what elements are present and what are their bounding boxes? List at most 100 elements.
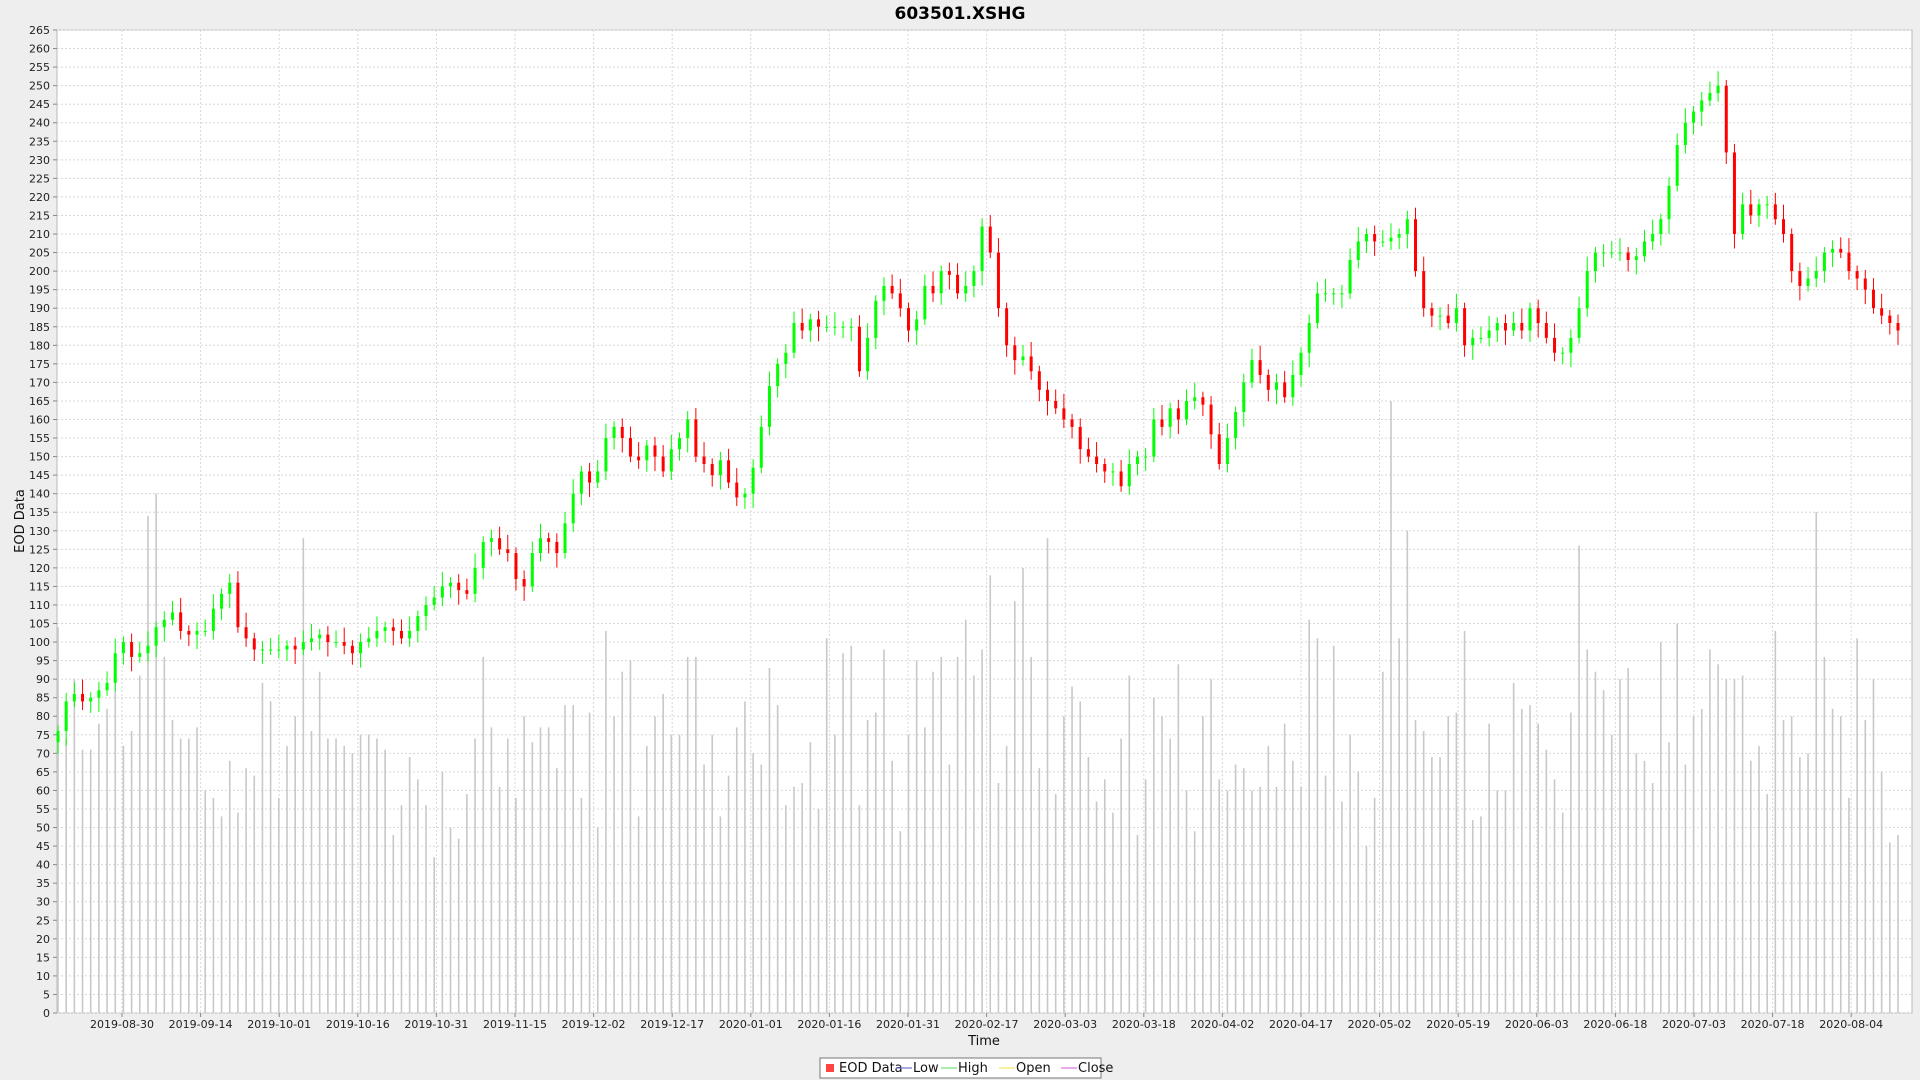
candle-body [489,538,493,542]
volume-bar [1226,790,1229,1013]
candle-body [1127,464,1131,487]
volume-bar [1537,723,1539,1013]
x-tick-label: 2020-01-16 [797,1018,861,1031]
volume-bar [1627,668,1629,1013]
candle-body [473,567,477,594]
candle-body [1602,252,1606,254]
candle-body [1667,185,1671,220]
volume-bar [73,679,76,1013]
volume-bar [891,760,893,1013]
candle-body [620,426,624,439]
volume-bar [204,790,206,1013]
volume-bar [122,745,125,1013]
candle-body [645,445,649,461]
candle-body [1389,237,1393,242]
candle-body [203,630,207,632]
candle-body [1291,374,1295,398]
volume-bar [1332,645,1335,1013]
candle-body [1274,382,1278,390]
volume-bar [1030,656,1032,1013]
volume-bar [1341,801,1343,1013]
volume-bar [637,816,640,1013]
candle-body [1111,471,1115,473]
y-tick-label: 225 [29,172,50,185]
candle-body [1209,404,1213,435]
volume-bar [433,857,435,1013]
volume-bar [1488,723,1490,1013]
volume-bar [547,727,550,1013]
candle-body [661,456,665,472]
volume-bar [1561,812,1564,1013]
candle-body [1585,271,1589,309]
y-tick-label: 65 [36,766,50,779]
candle-body [424,604,428,617]
candle-body [1086,449,1090,457]
volume-bar [1496,790,1499,1013]
candle-body [1798,271,1802,286]
volume-bar [1390,400,1392,1014]
candle-body [269,649,273,651]
volume-bar [1136,834,1139,1013]
candle-body [1528,308,1532,331]
volume-bar [466,794,468,1013]
candle-body [588,471,592,483]
volume-bar [654,716,656,1013]
candle-body [817,319,821,327]
volume-bar [220,816,223,1013]
candle-body [179,612,183,631]
volume-bar [572,705,574,1013]
volume-bar [1578,545,1580,1013]
volume-bar [1471,820,1474,1013]
volume-bar [89,749,92,1013]
volume-bar [1766,794,1768,1013]
candle-body [318,634,322,639]
volume-bar [515,797,517,1013]
volume-bar [1594,671,1597,1013]
volume-bar [506,738,509,1013]
volume-bar [1619,679,1621,1013]
volume-bar [138,675,141,1013]
volume-bar [850,645,853,1013]
volume-bar [1054,794,1057,1013]
volume-bar [1807,753,1809,1013]
candle-body [293,645,297,650]
candle-body [1880,308,1884,316]
volume-bar [670,734,673,1013]
candle-body [1683,122,1687,145]
candle-body [1005,308,1009,346]
y-tick-label: 75 [36,729,50,742]
candle-body [399,630,403,639]
y-tick-label: 90 [36,673,50,686]
x-tick-label: 2019-10-01 [247,1018,311,1031]
volume-bar [588,712,591,1013]
y-tick-label: 235 [29,135,50,148]
candle-body [1536,308,1540,324]
y-tick-label: 215 [29,209,50,222]
y-tick-label: 5 [43,988,50,1001]
y-tick-label: 140 [29,488,50,501]
candle-body [555,541,559,554]
volume-bar [147,515,149,1013]
x-tick-label: 2020-06-03 [1505,1018,1569,1031]
y-tick-label: 80 [36,710,50,723]
y-tick-label: 25 [36,914,50,927]
volume-bar [1251,790,1253,1013]
candle-body [637,456,641,461]
volume-bar [408,757,411,1013]
volume-bar [1848,797,1850,1013]
candle-body [1446,315,1450,324]
candle-body [898,293,902,309]
volume-bar [57,627,59,1013]
volume-bar [1185,790,1188,1013]
candle-body [1495,323,1499,331]
volume-bar [1144,779,1147,1013]
volume-bar [793,786,795,1013]
candle-body [130,642,134,657]
y-tick-label: 15 [36,951,50,964]
candle-body [146,645,150,654]
y-tick-label: 220 [29,191,50,204]
volume-bar [801,783,803,1013]
candle-body [1675,144,1679,186]
y-tick-label: 120 [29,562,50,575]
candle-body [1741,204,1745,235]
